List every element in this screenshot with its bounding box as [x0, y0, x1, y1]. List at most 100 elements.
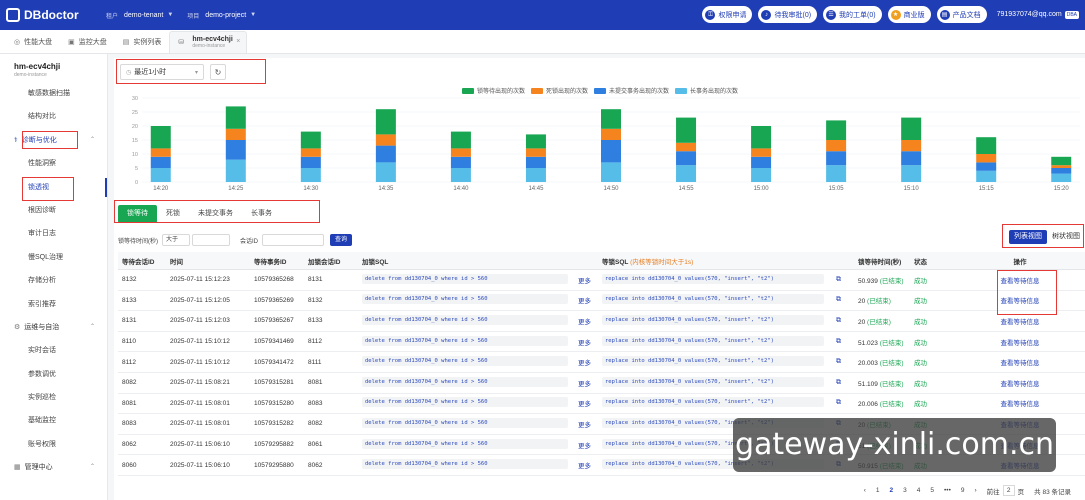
copy-icon[interactable]: ⧉: [836, 358, 841, 366]
bar-segment[interactable]: [976, 162, 997, 171]
bar-segment[interactable]: [525, 148, 546, 157]
goto-page-input[interactable]: 2: [1002, 485, 1015, 496]
bar-segment[interactable]: [976, 170, 997, 182]
bar-segment[interactable]: [676, 165, 697, 182]
sidebar-group-diagnosis[interactable]: ⚕ 诊断与优化 ⌃: [0, 129, 107, 152]
list-view-button[interactable]: 列表视图: [1009, 230, 1047, 244]
project-select[interactable]: demo-project: [205, 11, 247, 19]
bar-segment[interactable]: [976, 137, 997, 154]
sidebar-item-param-tuning[interactable]: 参数调优: [28, 370, 56, 378]
page-2[interactable]: 2: [889, 487, 894, 494]
view-wait-info-link[interactable]: 查看等待信息: [1000, 339, 1040, 347]
page-9[interactable]: 9: [960, 487, 965, 494]
more-link[interactable]: 更多: [578, 421, 591, 429]
bar-segment[interactable]: [601, 140, 621, 163]
copy-icon[interactable]: ⧉: [836, 275, 841, 283]
bar-segment[interactable]: [525, 168, 546, 182]
sidebar-item-schema-compare[interactable]: 结构对比: [28, 113, 56, 121]
view-wait-info-link[interactable]: 查看等待信息: [1000, 380, 1040, 388]
sidebar-group-ops[interactable]: ⚙ 运维与自治 ⌃: [0, 316, 107, 339]
compare-operator-select[interactable]: 大于: [162, 234, 190, 246]
bar-segment[interactable]: [375, 109, 396, 135]
bar-segment[interactable]: [150, 148, 171, 157]
bar-segment[interactable]: [676, 151, 697, 166]
bar-segment[interactable]: [450, 148, 471, 157]
chevron-down-icon[interactable]: ▼: [167, 12, 174, 18]
bar-segment[interactable]: [150, 126, 171, 149]
wait-time-input[interactable]: [192, 234, 230, 246]
more-link[interactable]: 更多: [578, 318, 591, 326]
bar-segment[interactable]: [901, 165, 922, 182]
bar-segment[interactable]: [976, 154, 997, 163]
sidebar-item-sensitive-scan[interactable]: 敏感数据扫描: [28, 90, 70, 97]
bar-segment[interactable]: [601, 109, 621, 129]
tab-lock-wait[interactable]: 锁等待: [118, 205, 157, 223]
session-id-input[interactable]: [262, 234, 325, 246]
bar-segment[interactable]: [225, 159, 246, 182]
time-range-select[interactable]: ◷ 最近1小时 ▾: [120, 64, 204, 80]
legend-item[interactable]: 锁等待出现的次数: [462, 86, 525, 95]
bar-segment[interactable]: [1051, 173, 1072, 182]
bar-segment[interactable]: [751, 148, 772, 157]
bar-segment[interactable]: [300, 131, 321, 149]
bar-segment[interactable]: [901, 117, 922, 140]
page-5[interactable]: 5: [930, 487, 935, 494]
tab-monitor-dashboard[interactable]: ▣ 监控大盘: [60, 31, 115, 53]
bar-segment[interactable]: [826, 120, 847, 140]
bar-segment[interactable]: [751, 156, 772, 168]
copy-icon[interactable]: ⧉: [836, 316, 841, 324]
bar-segment[interactable]: [1051, 168, 1072, 174]
tab-instance-active[interactable]: ⛁ hm-ecv4chji demo-instance ×: [169, 31, 248, 53]
page-ellipsis[interactable]: •••: [944, 487, 951, 494]
view-wait-info-link[interactable]: 查看等待信息: [1000, 277, 1040, 285]
header-button-3[interactable]: ★ 商业版: [887, 6, 931, 23]
more-link[interactable]: 更多: [578, 298, 591, 306]
sidebar-item-basic-monitor[interactable]: 基础监控: [28, 417, 56, 425]
bar-segment[interactable]: [375, 162, 396, 182]
legend-item[interactable]: 死锁出现的次数: [531, 86, 588, 95]
tab-uncommitted-tx[interactable]: 未提交事务: [198, 210, 233, 217]
next-page-icon[interactable]: ›: [974, 487, 977, 494]
page-4[interactable]: 4: [916, 487, 921, 494]
sidebar-item-index-advice[interactable]: 索引推荐: [28, 300, 56, 308]
view-wait-info-link[interactable]: 查看等待信息: [1000, 298, 1040, 306]
view-wait-info-link[interactable]: 查看等待信息: [1000, 318, 1040, 326]
bar-segment[interactable]: [751, 168, 772, 182]
prev-page-icon[interactable]: ‹: [863, 487, 866, 494]
sidebar-item-live-session[interactable]: 实时会话: [28, 347, 56, 355]
page-3[interactable]: 3: [903, 487, 907, 494]
legend-item[interactable]: 未提交事务出现的次数: [594, 86, 669, 95]
view-wait-info-link[interactable]: 查看等待信息: [1000, 401, 1040, 409]
more-link[interactable]: 更多: [578, 339, 591, 347]
sidebar-item-root-cause[interactable]: 根因诊断: [28, 206, 56, 214]
bar-segment[interactable]: [225, 140, 246, 160]
chevron-down-icon[interactable]: ▼: [250, 12, 257, 18]
tenant-select[interactable]: demo-tenant: [124, 11, 164, 19]
bar-segment[interactable]: [601, 128, 621, 140]
bar-segment[interactable]: [150, 156, 171, 168]
bar-segment[interactable]: [826, 151, 847, 166]
sidebar-item-storage[interactable]: 存储分析: [28, 277, 56, 285]
bar-segment[interactable]: [676, 117, 697, 143]
sidebar-item-inspection[interactable]: 实例巡检: [28, 394, 56, 402]
bar-segment[interactable]: [601, 162, 621, 182]
bar-segment[interactable]: [300, 156, 321, 168]
sidebar-item-slow-sql[interactable]: 慢SQL治理: [28, 253, 64, 261]
app-logo[interactable]: DBdoctor: [6, 8, 92, 22]
bar-segment[interactable]: [1051, 165, 1072, 168]
header-button-1[interactable]: ♪ 待我审批(0): [758, 6, 818, 23]
query-button[interactable]: 查询: [330, 234, 353, 246]
tab-instance-list[interactable]: ▤ 实例列表: [115, 31, 170, 53]
bar-segment[interactable]: [901, 140, 922, 152]
header-button-2[interactable]: ☰ 我的工单(0): [823, 6, 882, 23]
more-link[interactable]: 更多: [578, 360, 591, 368]
legend-item[interactable]: 长事务出现的次数: [675, 86, 738, 95]
sidebar-item-accounts[interactable]: 账号权限: [28, 440, 56, 448]
copy-icon[interactable]: ⧉: [836, 296, 841, 304]
bar-segment[interactable]: [676, 142, 697, 152]
more-link[interactable]: 更多: [578, 442, 591, 450]
tab-performance-dashboard[interactable]: ◎ 性能大盘: [6, 31, 60, 53]
header-button-4[interactable]: ▤ 产品文档: [936, 6, 987, 23]
bar-segment[interactable]: [450, 131, 471, 149]
tab-long-tx[interactable]: 长事务: [251, 210, 272, 217]
